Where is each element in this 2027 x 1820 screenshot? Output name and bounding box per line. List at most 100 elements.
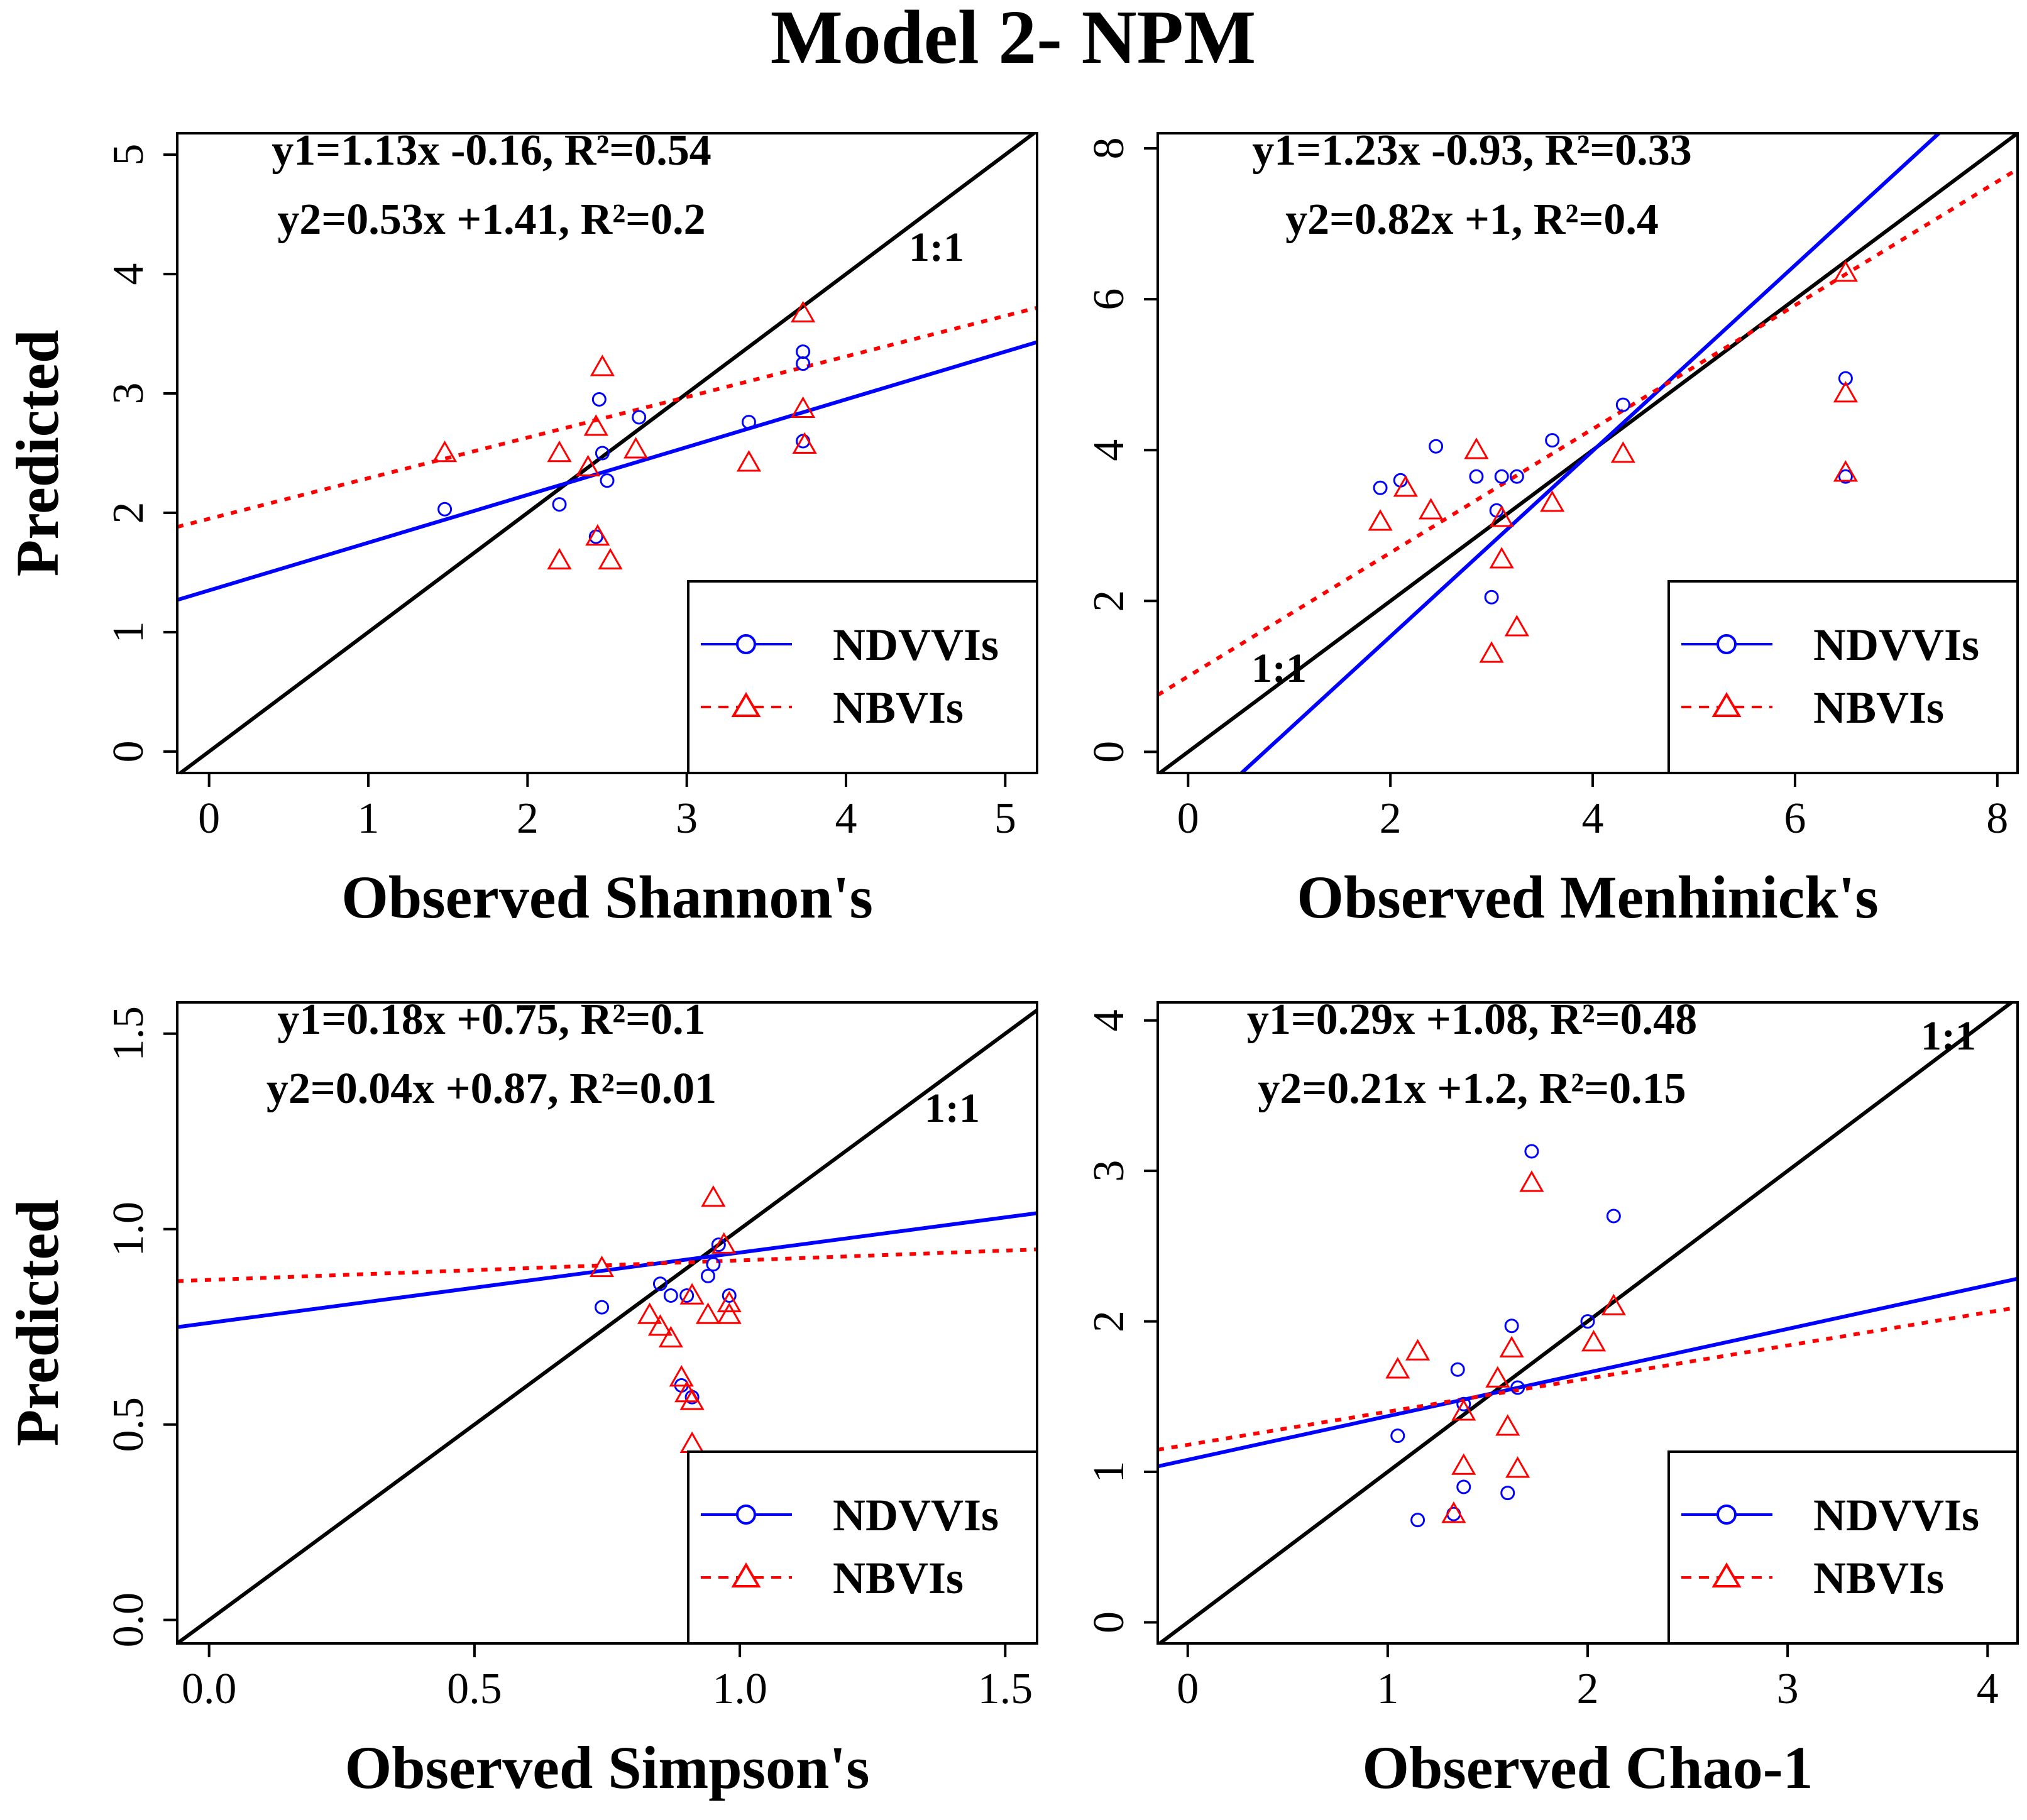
simpson-nbvis-point <box>701 1185 726 1207</box>
simpson-nbvis-point <box>679 1283 705 1305</box>
simpson-nbvis-point <box>695 1302 721 1324</box>
simpson-nbvis-point <box>679 1388 705 1410</box>
chao1-nbvis-point <box>1485 1366 1510 1388</box>
menhinick-ndvvis-point <box>1494 469 1509 484</box>
simpson-nbvis-point <box>717 1290 742 1313</box>
chao1-ndvvis-point <box>1524 1144 1539 1159</box>
simpson-nbvis-point <box>669 1365 694 1387</box>
simpson-legend-nbvis-marker <box>731 1562 761 1587</box>
chao1-legend-box <box>1667 1450 2019 1645</box>
shannon-identity-line <box>179 131 1035 775</box>
simpson-nbvis-point <box>647 1314 673 1336</box>
chao1-nbvis-point <box>1519 1170 1544 1192</box>
simpson-y-tick-label: 0.0 <box>104 1592 153 1648</box>
shannon-legend-nbvis-marker <box>731 692 761 717</box>
menhinick-legend-nbvis-label: NBVIs <box>1813 682 1944 733</box>
menhinick-nbvis-point <box>1368 509 1393 531</box>
menhinick-ndvvis-point <box>1545 433 1560 448</box>
simpson-ndvvis-point <box>722 1288 737 1303</box>
simpson-plot-frame <box>176 1001 1038 1645</box>
chao1-identity-line <box>1158 1000 2013 1645</box>
shannon-nbvis-point <box>598 547 623 570</box>
menhinick-legend: NDVVIs NBVIs <box>1667 580 2019 774</box>
shannon-ndvvis-point <box>741 415 756 430</box>
simpson-ndvvis-point <box>711 1237 726 1253</box>
simpson-legend-ndvvis-marker <box>736 1505 756 1525</box>
chao1-y-tick-label: 1 <box>1085 1461 1133 1483</box>
simpson-identity-label: 1:1 <box>925 1085 980 1131</box>
shannon-ndvvis-point <box>796 344 811 359</box>
chao1-nbvis-point <box>1451 1399 1476 1421</box>
chao1-x-tick-label: 1 <box>1376 1665 1398 1713</box>
shannon-legend: NDVVIs NBVIs <box>687 580 1038 774</box>
menhinick-ndvvis-point <box>1429 439 1444 454</box>
panel-shannon: 0 1 2 3 4 5 0 1 2 3 4 5 Observed Shannon's Predicted y… <box>4 126 1038 931</box>
simpson-y-tick-label: 1.5 <box>104 1006 153 1061</box>
chao1-y-tick-label: 2 <box>1085 1310 1133 1332</box>
menhinick-equation-2: y2=0.82x +1, R²=0.4 <box>1285 195 1659 244</box>
shannon-y-tick-label: 1 <box>104 621 153 643</box>
chao1-ndvvis-point <box>1504 1318 1519 1334</box>
shannon-x-tick-label: 4 <box>835 794 857 843</box>
simpson-x-tick-label: 0.0 <box>182 1665 237 1713</box>
chao1-nbvis-point <box>1385 1357 1410 1379</box>
shannon-legend-ndvvis-label: NDVVIs <box>833 620 999 670</box>
chao1-ndvvis-point <box>1456 1479 1471 1494</box>
simpson-nbvis-point <box>711 1232 737 1254</box>
shannon-ndvvis-point <box>437 502 453 517</box>
shannon-nbvis-point <box>590 354 615 376</box>
chao1-nbvis-point <box>1451 1453 1476 1475</box>
menhinick-nbvis-point <box>1833 260 1858 282</box>
simpson-x-axis-label: Observed Simpson's <box>345 1734 870 1801</box>
shannon-y-axis-label: Predicted <box>4 330 71 577</box>
menhinick-nbvis-point <box>1489 547 1514 569</box>
chao1-ndvvis-point <box>1456 1396 1471 1412</box>
chao1-legend-ndvvis-label: NDVVIs <box>1813 1490 1979 1540</box>
menhinick-equation-1: y1=1.23x -0.93, R²=0.33 <box>1252 126 1692 175</box>
menhinick-nbvis-point <box>1833 460 1858 482</box>
menhinick-nbvis-point <box>1479 641 1504 663</box>
menhinick-x-tick-label: 2 <box>1380 794 1402 843</box>
shannon-nbvis-point <box>792 432 817 454</box>
chao1-ndvvis-point <box>1606 1209 1621 1224</box>
menhinick-ndvvis-point <box>1509 469 1524 484</box>
shannon-y-tick-label: 4 <box>104 263 153 285</box>
menhinick-x-tick-label: 0 <box>1177 794 1199 843</box>
simpson-legend-nbvis-label: NBVIs <box>833 1553 964 1603</box>
chao1-ndvvis-point <box>1580 1314 1595 1329</box>
shannon-plot-frame <box>176 132 1038 774</box>
simpson-x-tick-label: 0.5 <box>447 1665 502 1713</box>
simpson-ndvvis-point <box>706 1257 721 1272</box>
simpson-ndvvis-point <box>700 1268 715 1283</box>
chao1-x-tick-label: 3 <box>1777 1665 1799 1713</box>
shannon-nbvis-point <box>576 454 601 477</box>
menhinick-legend-box <box>1667 580 2019 774</box>
shannon-ndvvis-fit-line <box>177 340 1038 602</box>
shannon-nbvis-point <box>736 450 762 472</box>
shannon-nbvis-point <box>791 300 816 323</box>
panel-chao1: 0 1 2 3 4 0 1 2 3 4 Observed Chao-1 y1=0.29x +1.08,… <box>1085 995 2019 1801</box>
chao1-ndvvis-fit-line <box>1157 1276 2018 1469</box>
menhinick-y-tick-label: 8 <box>1085 138 1133 160</box>
shannon-y-tick-label: 5 <box>104 144 153 166</box>
simpson-legend-box <box>687 1450 1038 1645</box>
chao1-legend-nbvis-label: NBVIs <box>1813 1553 1944 1603</box>
shannon-x-tick-label: 3 <box>676 794 698 843</box>
chao1-nbvis-fit-line <box>1157 1305 2018 1452</box>
menhinick-x-tick-label: 8 <box>1986 794 2008 843</box>
chao1-nbvis-point <box>1601 1293 1626 1315</box>
chao1-ndvvis-point <box>1450 1362 1465 1377</box>
shannon-nbvis-point <box>432 440 458 463</box>
chao1-nbvis-point <box>1495 1414 1520 1436</box>
simpson-equation-2: y2=0.04x +0.87, R²=0.01 <box>266 1065 717 1113</box>
chao1-equation-1: y1=0.29x +1.08, R²=0.48 <box>1247 995 1697 1044</box>
shannon-y-tick-label: 2 <box>104 502 153 524</box>
chao1-y-tick-label: 0 <box>1085 1611 1133 1633</box>
shannon-nbvis-point <box>547 440 572 463</box>
simpson-nbvis-point <box>589 1255 615 1278</box>
chao1-nbvis-point <box>1405 1339 1431 1361</box>
menhinick-ndvvis-point <box>1469 469 1484 484</box>
menhinick-legend-nbvis-marker <box>1711 692 1742 717</box>
chao1-equation-2: y2=0.21x +1.2, R²=0.15 <box>1258 1065 1686 1113</box>
menhinick-x-tick-label: 4 <box>1582 794 1604 843</box>
